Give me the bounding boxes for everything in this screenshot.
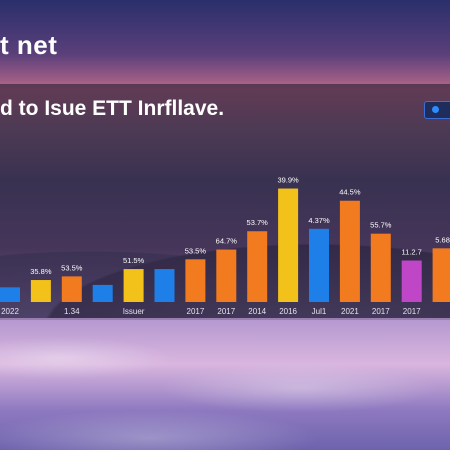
bar <box>216 249 237 302</box>
x-tick-label: Issuer <box>123 307 145 316</box>
bar <box>0 287 20 302</box>
bar <box>185 259 206 302</box>
x-tick-labels-group: 2022 1.34 Issuer 2017 2017 2014 2016 Jul1 2021 20… <box>1 307 421 316</box>
legend-marker-icon <box>432 106 439 113</box>
bar <box>154 269 175 302</box>
bar-value-label: 44.5% <box>339 188 361 197</box>
bar-value-label: 35.8% <box>30 267 52 276</box>
bars-group <box>0 188 450 302</box>
bar-value-label: 55.7% <box>370 221 392 230</box>
bar-value-label: 53.5% <box>61 263 83 272</box>
background-dunes <box>0 318 450 450</box>
bar-value-label: 64.7% <box>216 237 238 246</box>
legend-badge <box>424 101 450 119</box>
bar <box>247 231 268 302</box>
bar <box>92 284 113 302</box>
page-title: t net <box>0 30 58 60</box>
value-labels-group: 35.8% 53.5% 51.5% 53.5% 64.7% 53.7% 39.9% 4.37%… <box>30 176 450 277</box>
bar <box>123 269 144 302</box>
x-tick-label: 2022 <box>1 307 19 316</box>
bar <box>278 188 299 302</box>
x-tick-label: 2017 <box>403 307 421 316</box>
bar-value-label: 53.5% <box>185 246 207 255</box>
x-tick-label: 2021 <box>341 307 359 316</box>
bar <box>370 233 391 302</box>
bar-value-label: 51.5% <box>123 256 145 265</box>
bar <box>432 248 450 302</box>
x-tick-label: 2017 <box>217 307 235 316</box>
chart-title: d to Isue ETT Inrfllave. <box>0 97 225 120</box>
bar <box>401 260 422 302</box>
x-tick-label: 2014 <box>248 307 266 316</box>
bar-value-label: 39.9% <box>277 176 299 185</box>
x-tick-label: Jul1 <box>312 307 327 316</box>
bar <box>61 276 82 302</box>
bar <box>309 228 329 302</box>
bar <box>30 280 51 302</box>
bar-value-label: 53.7% <box>247 218 269 227</box>
bar-value-label: 11.2.7 <box>402 248 422 257</box>
x-tick-label: 1.34 <box>64 307 80 316</box>
x-tick-label: 2016 <box>279 307 297 316</box>
bar <box>339 200 360 302</box>
bar-value-label: 5.68 <box>435 235 450 244</box>
x-tick-label: 2017 <box>372 307 390 316</box>
x-tick-label: 2017 <box>187 307 205 316</box>
bar-value-label: 4.37% <box>308 216 330 225</box>
